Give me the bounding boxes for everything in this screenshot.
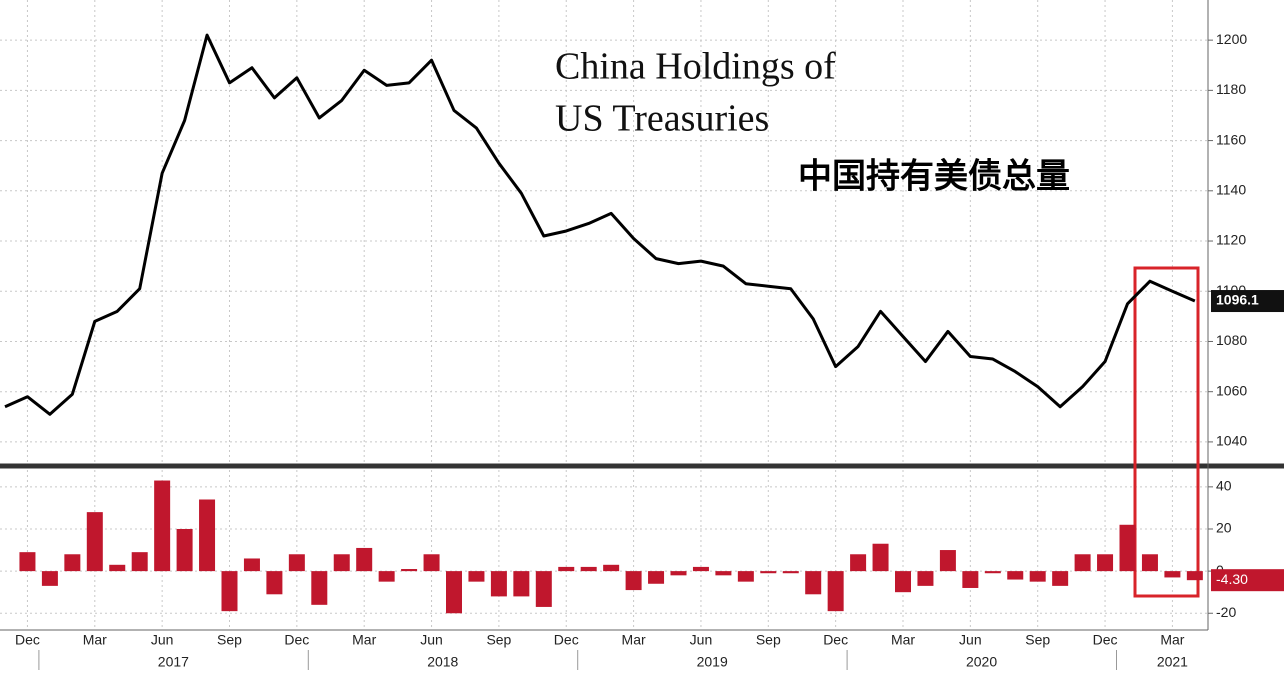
y-tick-label: 1160 [1216, 131, 1246, 147]
bar [41, 571, 58, 586]
bar [446, 571, 462, 614]
bar [1119, 524, 1136, 572]
y-tick-label: -20 [1216, 604, 1236, 620]
bar [154, 480, 171, 572]
bar [64, 554, 81, 572]
bar [782, 571, 799, 574]
highlight-box [1133, 266, 1200, 598]
bar [1074, 554, 1091, 572]
bar [378, 571, 395, 582]
bar [288, 554, 305, 572]
bar [625, 571, 642, 591]
chart-title: US Treasuries [555, 98, 769, 140]
bar [1141, 554, 1158, 572]
bar [580, 566, 597, 572]
year-label: 2017 [158, 654, 189, 670]
x-tick-label: Mar [622, 632, 646, 648]
bar [513, 571, 530, 597]
x-tick-label: Mar [352, 632, 376, 648]
y-tick-label: 1060 [1216, 382, 1247, 398]
bar [805, 571, 822, 595]
end-label-box [1211, 290, 1284, 313]
bar [221, 571, 238, 612]
bar [984, 571, 1001, 574]
bar [558, 566, 575, 572]
bar [333, 554, 350, 572]
bar [850, 554, 867, 572]
bar [1007, 571, 1024, 580]
bar [199, 499, 216, 572]
bar [603, 564, 620, 572]
bar [131, 552, 148, 572]
x-tick-label: Jun [420, 632, 443, 648]
x-tick-label: Sep [756, 632, 781, 648]
bar [1097, 554, 1114, 572]
x-tick-label: Dec [1093, 632, 1118, 648]
end-label: -4.30 [1216, 571, 1248, 587]
y-tick-label: 1140 [1216, 182, 1246, 198]
bar [760, 571, 777, 574]
x-tick-label: Dec [15, 632, 40, 648]
x-tick-label: Mar [83, 632, 107, 648]
year-label: 2019 [697, 654, 728, 670]
bar [19, 552, 36, 572]
y-tick-label: 1180 [1216, 81, 1246, 97]
bar [939, 550, 956, 572]
y-tick-label: 40 [1216, 478, 1232, 494]
bar [648, 571, 665, 584]
bar [737, 571, 754, 582]
x-tick-label: Dec [823, 632, 848, 648]
bar [1052, 571, 1069, 586]
bar [176, 528, 193, 572]
end-label: 1096.1 [1216, 292, 1259, 308]
bar [311, 571, 328, 605]
bar [895, 571, 911, 593]
end-label-box [1211, 569, 1284, 592]
bar [1164, 571, 1181, 578]
bar [468, 571, 485, 582]
bar [86, 512, 103, 572]
bar [692, 566, 709, 572]
y-tick-label: 1040 [1216, 433, 1247, 449]
x-tick-label: Mar [1160, 632, 1184, 648]
bar [266, 571, 283, 595]
chart-title: China Holdings of [555, 46, 836, 88]
year-label: 2021 [1157, 654, 1188, 670]
bar [1186, 571, 1203, 581]
x-tick-label: Jun [959, 632, 982, 648]
bar [715, 571, 732, 576]
bar [917, 571, 934, 586]
bar [1029, 571, 1046, 582]
bar [356, 547, 373, 572]
year-label: 2018 [427, 654, 458, 670]
x-tick-label: Sep [1025, 632, 1050, 648]
y-tick-label: 1080 [1216, 332, 1247, 348]
bar [423, 554, 440, 572]
year-label: 2020 [966, 654, 997, 670]
x-tick-label: Dec [554, 632, 579, 648]
bar [243, 558, 260, 572]
x-tick-label: Sep [486, 632, 511, 648]
bar [962, 571, 979, 588]
x-tick-label: Jun [690, 632, 713, 648]
chart-subtitle: 中国持有美债总量 [798, 157, 1070, 197]
bar [827, 571, 844, 612]
bar [535, 571, 552, 607]
bar [401, 569, 418, 572]
x-tick-label: Mar [891, 632, 915, 648]
x-tick-label: Jun [151, 632, 174, 648]
y-tick-label: 20 [1216, 520, 1232, 536]
y-tick-label: 1200 [1216, 31, 1247, 47]
bar [109, 564, 126, 572]
bar [490, 571, 507, 597]
x-tick-label: Sep [217, 632, 242, 648]
bar [670, 571, 687, 576]
x-tick-label: Dec [284, 632, 309, 648]
line [4, 33, 1196, 416]
y-tick-label: 1120 [1216, 232, 1246, 248]
bar [872, 543, 889, 572]
